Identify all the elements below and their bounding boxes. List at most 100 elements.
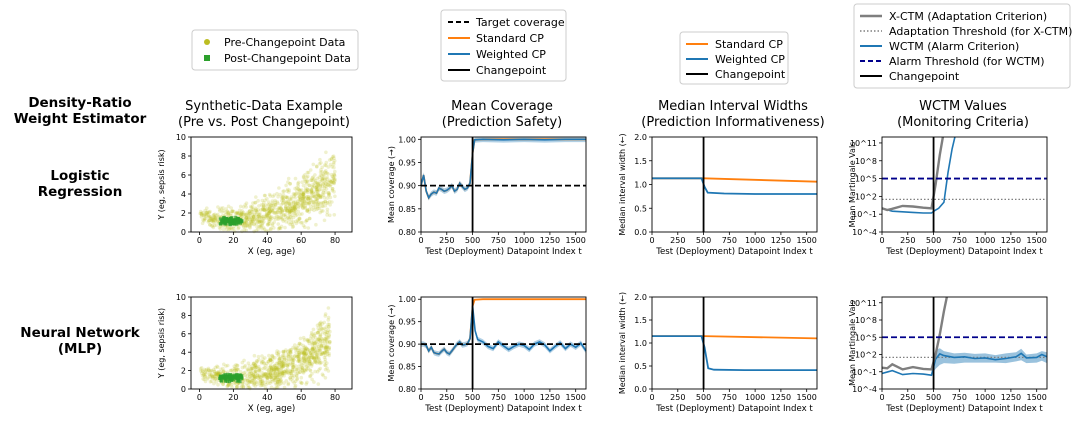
pre-point — [255, 218, 259, 222]
pre-point — [260, 381, 264, 386]
pre-point — [289, 217, 294, 222]
pre-point — [327, 158, 332, 162]
pre-point — [290, 357, 294, 362]
pre-point — [281, 360, 286, 365]
pre-point — [330, 186, 335, 191]
pre-point — [310, 346, 315, 350]
pre-point — [207, 368, 211, 373]
pre-point — [272, 202, 277, 207]
pre-point — [319, 352, 324, 356]
weighted-cp-width-line — [652, 335, 817, 372]
pre-point — [275, 200, 280, 204]
pre-point — [305, 201, 309, 206]
pre-point — [274, 366, 278, 370]
pre-point — [298, 196, 303, 201]
pre-point — [270, 374, 274, 379]
pre-point — [305, 188, 310, 192]
pre-point — [300, 220, 305, 225]
pre-point — [318, 182, 323, 186]
pre-point — [205, 370, 210, 374]
pre-point — [247, 212, 251, 217]
pre-point — [325, 179, 330, 184]
pre-point — [265, 376, 270, 380]
pre-point — [252, 376, 257, 381]
pre-point — [265, 206, 269, 211]
pre-point — [325, 352, 330, 357]
x-tick-label: 1000 — [745, 236, 765, 245]
pre-point — [286, 215, 291, 220]
pre-point — [312, 355, 317, 360]
pre-point — [263, 356, 267, 360]
pre-point — [291, 356, 295, 361]
pre-point — [320, 322, 325, 326]
pre-point — [267, 208, 271, 212]
y-tick-label: 0.5 — [634, 204, 647, 213]
x-tick-label: 1250 — [771, 236, 791, 245]
pre-point — [281, 350, 286, 355]
pre-point — [296, 204, 301, 209]
pre-point — [323, 170, 327, 174]
width-frame — [651, 296, 818, 390]
pre-point — [269, 365, 273, 370]
x-tick-label: 750 — [722, 393, 737, 402]
pre-point — [291, 215, 296, 220]
pre-point — [290, 379, 295, 383]
pre-point — [302, 195, 306, 199]
pre-point — [275, 191, 279, 196]
pre-point — [293, 203, 298, 207]
pre-point — [322, 338, 327, 343]
pre-point — [323, 327, 328, 332]
pre-point — [266, 381, 270, 385]
pre-point — [318, 323, 323, 328]
pre-point — [253, 200, 258, 205]
pre-point — [296, 367, 300, 372]
pre-point — [323, 203, 328, 208]
pre-point — [279, 207, 283, 211]
pre-point — [326, 182, 330, 187]
y-tick-label: 8 — [181, 311, 186, 320]
pre-point — [289, 195, 294, 199]
pre-point — [273, 381, 278, 385]
pre-point — [324, 184, 328, 189]
pre-point — [282, 189, 286, 193]
pre-point — [285, 200, 289, 205]
pre-point — [211, 218, 215, 223]
pre-point — [279, 379, 283, 383]
pre-point — [249, 380, 253, 384]
col-title-width-line2: (Prediction Informativeness) — [641, 115, 824, 130]
pre-point — [310, 207, 314, 212]
pre-point — [265, 214, 269, 218]
pre-point — [308, 216, 312, 221]
pre-point — [213, 212, 217, 217]
pre-point — [297, 187, 301, 192]
pre-point — [244, 220, 249, 224]
pre-point — [317, 349, 322, 353]
pre-point — [271, 210, 275, 214]
pre-point — [206, 366, 211, 371]
pre-point — [332, 173, 337, 177]
pre-point — [318, 366, 323, 371]
pre-point — [324, 187, 329, 191]
pre-point — [290, 213, 295, 217]
pre-point — [282, 213, 287, 217]
pre-point — [254, 195, 258, 199]
pre-point — [294, 373, 299, 378]
pre-point — [258, 367, 263, 372]
pre-point — [269, 214, 274, 219]
pre-point — [301, 371, 306, 375]
pre-point — [242, 221, 247, 226]
pre-point — [284, 195, 288, 200]
y-tick-label: 2 — [181, 209, 186, 218]
pre-point — [301, 350, 306, 355]
pre-point — [266, 376, 270, 380]
pre-point — [301, 195, 305, 199]
pre-point — [310, 341, 315, 346]
pre-point — [296, 370, 301, 375]
pre-point — [252, 377, 256, 381]
pre-point — [292, 194, 296, 198]
pre-point — [298, 380, 303, 385]
pre-point — [320, 192, 325, 196]
pre-point — [325, 349, 329, 354]
pre-point — [268, 358, 273, 363]
pre-point — [303, 225, 307, 229]
